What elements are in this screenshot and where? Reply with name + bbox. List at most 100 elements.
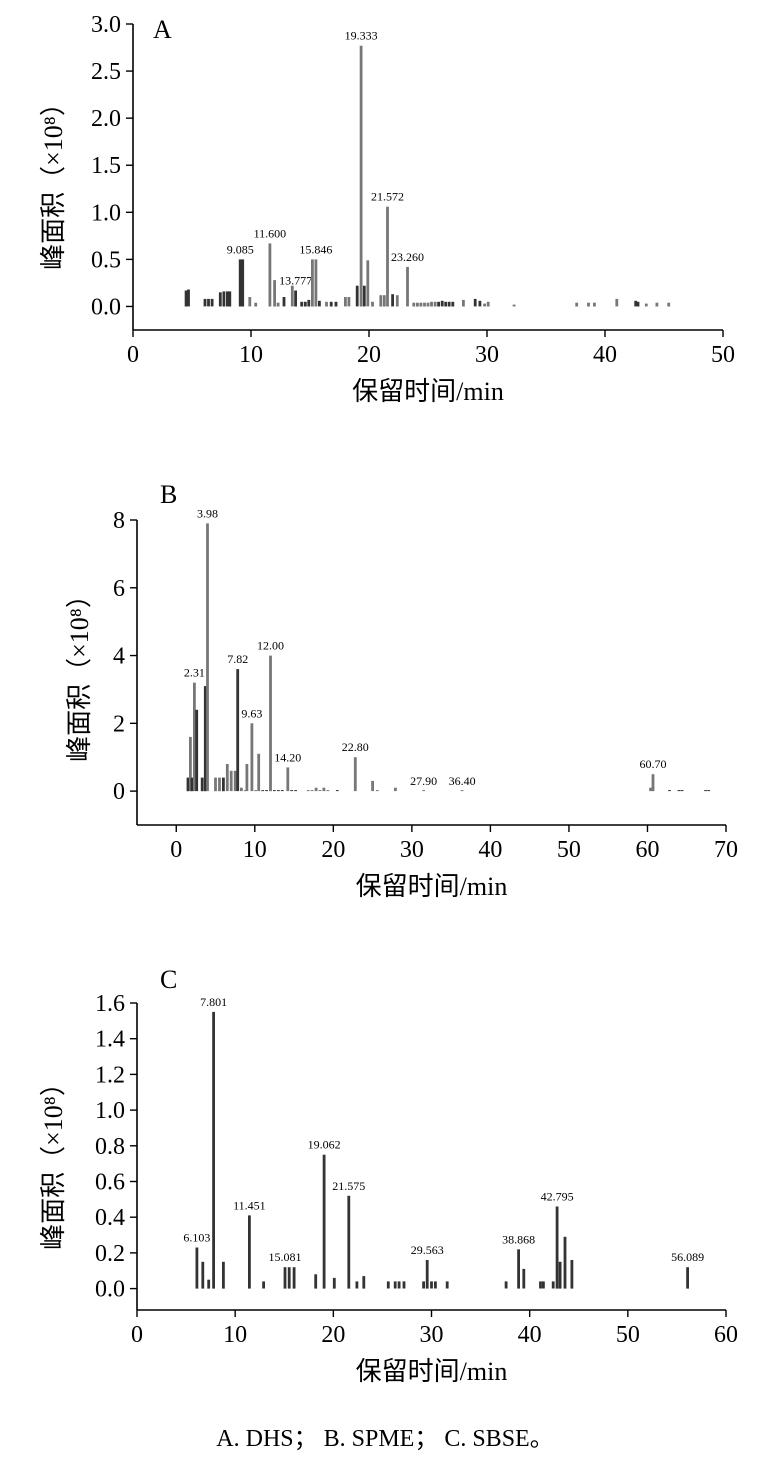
y-tick-label: 0.4 bbox=[95, 1205, 125, 1231]
peak-bar-a bbox=[462, 299, 465, 307]
peak-bar-a bbox=[406, 266, 409, 307]
peak-label-c: 15.081 bbox=[269, 1250, 302, 1264]
y-tick-label: 0.2 bbox=[95, 1241, 125, 1267]
peak-bar-c bbox=[570, 1260, 574, 1289]
peak-bar-b bbox=[286, 767, 290, 792]
peak-bar-b bbox=[225, 764, 229, 792]
y-tick-label: 1.0 bbox=[95, 1098, 125, 1124]
peak-bar-b bbox=[244, 790, 247, 792]
y-axis-title: 峰面积（×10⁸） bbox=[39, 90, 68, 270]
peak-bar-b bbox=[668, 790, 671, 792]
peak-bar-a bbox=[486, 301, 490, 307]
peak-bar-a bbox=[447, 301, 451, 307]
peak-bar-a bbox=[241, 259, 245, 307]
peak-bar-c bbox=[292, 1267, 296, 1289]
peak-bar-c bbox=[425, 1260, 429, 1289]
peak-bar-c bbox=[314, 1274, 318, 1289]
peak-bar-b bbox=[240, 787, 243, 792]
peak-bar-c bbox=[504, 1281, 508, 1289]
peak-label-c: 11.451 bbox=[233, 1198, 266, 1212]
peak-bar-b bbox=[306, 790, 310, 792]
peak-bar-a bbox=[412, 302, 416, 307]
peak-label-c: 29.563 bbox=[411, 1243, 444, 1257]
peak-bar-a bbox=[318, 300, 321, 307]
peak-bar-c bbox=[322, 1154, 326, 1289]
peak-bar-a bbox=[329, 301, 333, 307]
peak-bar-a bbox=[391, 294, 394, 307]
peak-bar-a bbox=[290, 285, 294, 307]
y-tick-label: 3.0 bbox=[91, 12, 121, 38]
peak-bar-b bbox=[649, 787, 652, 792]
peak-bar-b bbox=[250, 723, 254, 792]
x-tick-label: 20 bbox=[321, 837, 345, 863]
peak-bar-a bbox=[314, 259, 318, 307]
peak-bar-c bbox=[563, 1236, 567, 1289]
peak-bar-b bbox=[206, 523, 209, 792]
peak-bar-b bbox=[195, 709, 199, 792]
x-axis-title: 保留时间/min bbox=[356, 1357, 508, 1386]
peak-bar-b bbox=[322, 787, 326, 792]
peak-bar-a bbox=[512, 304, 516, 307]
peak-bar-a bbox=[248, 297, 252, 307]
peak-bar-c bbox=[195, 1247, 199, 1289]
x-tick-label: 10 bbox=[243, 837, 267, 863]
peak-bar-a bbox=[228, 291, 232, 307]
peak-bar-a bbox=[636, 301, 640, 307]
panel-letter: A bbox=[153, 15, 172, 44]
peak-bar-a bbox=[655, 302, 659, 307]
x-tick-label: 10 bbox=[223, 1322, 247, 1348]
peak-label-b: 7.82 bbox=[227, 652, 248, 666]
x-axis-title: 保留时间/min bbox=[352, 377, 504, 406]
x-tick-label: 10 bbox=[239, 342, 263, 368]
peak-label-b: 2.31 bbox=[184, 666, 205, 680]
peak-bar-a bbox=[273, 280, 276, 307]
peak-bar-b bbox=[704, 790, 707, 792]
peak-bar-b bbox=[273, 790, 276, 792]
peak-bar-a bbox=[210, 298, 214, 307]
peak-bar-a bbox=[483, 303, 486, 307]
peak-bar-c bbox=[430, 1281, 433, 1289]
peak-bar-a bbox=[366, 260, 370, 307]
x-tick-label: 0 bbox=[170, 837, 182, 863]
y-tick-label: 1.6 bbox=[95, 991, 125, 1017]
peak-bar-a bbox=[362, 285, 366, 307]
peak-bar-a bbox=[187, 289, 190, 307]
peak-bar-c bbox=[539, 1281, 542, 1289]
peak-bar-c bbox=[555, 1206, 559, 1289]
peak-bar-a bbox=[634, 300, 638, 307]
peak-label-b: 14.20 bbox=[274, 750, 301, 764]
y-tick-label: 0.8 bbox=[95, 1134, 125, 1160]
peak-bar-a bbox=[203, 298, 207, 307]
x-tick-label: 40 bbox=[593, 342, 617, 368]
peak-bar-a bbox=[667, 302, 671, 307]
peak-bar-a bbox=[615, 298, 619, 307]
y-tick-label: 0.0 bbox=[91, 294, 121, 320]
peak-bar-a bbox=[222, 291, 226, 307]
peak-bar-c bbox=[522, 1268, 526, 1289]
peak-bar-b bbox=[254, 790, 257, 792]
peak-label-b: 27.90 bbox=[410, 774, 437, 788]
x-tick-label: 60 bbox=[635, 837, 659, 863]
peak-bar-b bbox=[200, 777, 204, 792]
peak-bar-c bbox=[445, 1281, 449, 1289]
y-tick-label: 0.6 bbox=[95, 1169, 125, 1195]
x-tick-label: 20 bbox=[321, 1322, 345, 1348]
panel-letter: B bbox=[160, 480, 177, 509]
peak-bar-b bbox=[707, 790, 711, 792]
peak-bar-b bbox=[314, 787, 318, 792]
figure-caption: A. DHS； B. SPME； C. SBSE。 bbox=[216, 1426, 554, 1452]
peak-bar-b bbox=[394, 787, 397, 792]
x-tick-label: 50 bbox=[711, 342, 735, 368]
peak-label-a: 9.085 bbox=[227, 242, 254, 256]
peak-bar-b bbox=[680, 790, 684, 792]
x-tick-label: 60 bbox=[714, 1322, 738, 1348]
peak-label-a: 19.333 bbox=[345, 29, 378, 43]
peak-bar-b bbox=[651, 774, 655, 792]
peak-bar-a bbox=[440, 300, 444, 307]
peak-label-b: 60.70 bbox=[640, 757, 667, 771]
peak-bar-c bbox=[397, 1281, 401, 1289]
peak-label-c: 19.062 bbox=[308, 1138, 341, 1152]
peak-bar-c bbox=[551, 1281, 555, 1289]
peak-bar-b bbox=[318, 790, 322, 792]
peak-bar-b bbox=[353, 757, 357, 792]
